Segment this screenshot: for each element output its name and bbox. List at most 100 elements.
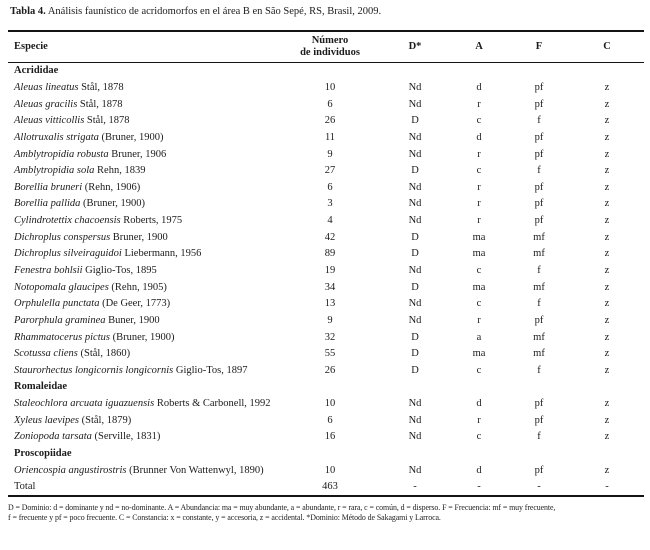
species-scientific-name: Amblytropidia sola [14,165,98,177]
species-scientific-name: Aleuas vitticollis [14,115,87,127]
species-row: Staleochlora arcuata iguazuensis Roberts… [8,395,644,412]
header-especie: Especie [8,31,280,63]
cell-constancia: z [604,231,610,243]
cell-frecuencia: mf [533,281,545,293]
cell-numero: 13 [324,298,336,310]
cell-numero: 89 [324,248,336,260]
species-name: Xyleus laevipes (Stål, 1879) [14,414,132,426]
species-name: Staurorhectus longicornis longicornis Gi… [14,364,248,376]
cell-constancia: z [604,431,610,443]
cell-constancia: z [604,265,610,276]
cell-frecuencia: mf [533,231,545,243]
species-scientific-name: Staurorhectus longicornis longicornis [14,364,176,376]
cell-dominio: D [411,331,419,343]
cell-frecuencia: pf [534,148,544,160]
cell-dominio: Nd [408,81,422,93]
family-section-row: Proscopiidae [8,445,644,462]
cell-abundancia: c [476,115,482,127]
cell-constancia: z [604,248,610,260]
cell-abundancia: r [477,414,481,426]
cell-constancia: z [604,198,610,210]
cell-dominio: Nd [408,148,422,160]
cell-abundancia: c [476,364,482,376]
cell-constancia: z [604,148,610,160]
species-row: Aleuas lineatus Stål, 1878 10 Nd d pf z [8,79,644,96]
cell-constancia: z [604,281,610,293]
cell-dominio: Nd [408,98,422,110]
table-body: Acrididae Aleuas lineatus Stål, 1878 10 Nd d… [8,62,644,496]
family-name: Proscopiidae [14,448,72,460]
species-name: Orphulella punctata (De Geer, 1773) [14,298,171,310]
cell-constancia: z [604,331,610,343]
cell-frecuencia: mf [533,248,545,260]
species-row: Oriencospia angustirostris (Brunner Von … [8,462,644,479]
species-scientific-name: Xyleus laevipes [14,414,82,426]
cell-abundancia: d [476,131,482,143]
table-caption: Tabla 4. Análisis faunístico de acridomo… [10,5,640,18]
cell-abundancia: d [476,398,482,410]
cell-frecuencia: pf [534,215,544,227]
species-name: Rhammatocerus pictus (Bruner, 1900) [14,331,175,343]
species-name: Allotruxalis strigata (Bruner, 1900) [14,131,164,143]
cell-dominio: D [411,231,419,243]
cell-dominio: Nd [408,215,422,227]
cell-abundancia: c [476,265,482,276]
species-row: Xyleus laevipes (Stål, 1879) 6 Nd r pf z [8,412,644,429]
cell-numero: 463 [322,481,338,493]
cell-dominio: Nd [408,298,422,310]
species-row: Orphulella punctata (De Geer, 1773) 13 Nd c… [8,295,644,312]
cell-frecuencia: pf [534,398,544,410]
data-table-wrapper: Especie Número de individuos D* A F C Ac… [8,30,644,498]
cell-constancia: z [604,81,610,93]
header-constancia: C [570,31,644,63]
cell-constancia: z [604,115,610,127]
species-scientific-name: Allotruxalis strigata [14,131,102,143]
cell-dominio: Nd [408,198,422,210]
cell-frecuencia: pf [534,181,544,193]
header-abundancia: A [450,31,508,63]
footnote-line-1: D = Dominio: d = dominante y nd = no-dom… [8,503,556,512]
cell-constancia: z [604,131,610,143]
cell-numero: 6 [327,181,333,193]
cell-numero: 6 [327,414,333,426]
cell-abundancia: r [477,198,481,210]
cell-frecuencia: pf [534,314,544,326]
family-name: Acrididae [14,65,59,77]
species-name: Borellia bruneri (Rehn, 1906) [14,181,141,193]
total-label: Total [14,481,36,493]
species-scientific-name: Staleochlora arcuata iguazuensis [14,398,157,410]
species-name: Parorphula graminea Buner, 1900 [14,314,160,326]
species-scientific-name: Parorphula graminea [14,314,109,326]
species-name: Aleuas vitticollis Stål, 1878 [14,115,130,127]
species-name: Oriencospia angustirostris (Brunner Von … [14,464,264,476]
cell-numero: 26 [324,364,336,376]
cell-dominio: Nd [408,431,422,443]
cell-numero: 9 [327,148,333,160]
species-row: Borellia pallida (Bruner, 1900) 3 Nd r pf z [8,196,644,213]
cell-frecuencia: f [537,265,541,276]
cell-frecuencia: mf [533,348,545,360]
cell-dominio: D [411,348,419,360]
species-name: Dichroplus silveiraguidoi Liebermann, 19… [14,248,202,260]
species-scientific-name: Notopomala glaucipes [14,281,112,293]
total-row: Total 463 - - - - [8,479,644,497]
species-scientific-name: Zoniopoda tarsata [14,431,95,443]
species-scientific-name: Aleuas gracilis [14,98,80,110]
species-row: Amblytropidia robusta Bruner, 1906 9 Nd r pf… [8,146,644,163]
header-numero-line1: Número [311,35,349,47]
cell-dominio: Nd [408,398,422,410]
cell-numero: 16 [324,431,336,443]
species-row: Fenestra bohlsii Giglio-Tos, 1895 19 Nd c f z [8,262,644,279]
species-scientific-name: Oriencospia angustirostris [14,464,130,476]
cell-abundancia: r [477,148,481,160]
species-row: Allotruxalis strigata (Bruner, 1900) 11 Nd… [8,129,644,146]
cell-frecuencia: f [537,165,541,177]
cell-frecuencia: f [537,364,541,376]
species-name: Scotussa cliens (Stål, 1860) [14,348,131,360]
cell-frecuencia: mf [533,331,545,343]
table-caption-text: Análisis faunístico de acridomorfos en e… [45,6,382,17]
header-row: Especie Número de individuos D* A F C [8,31,644,63]
